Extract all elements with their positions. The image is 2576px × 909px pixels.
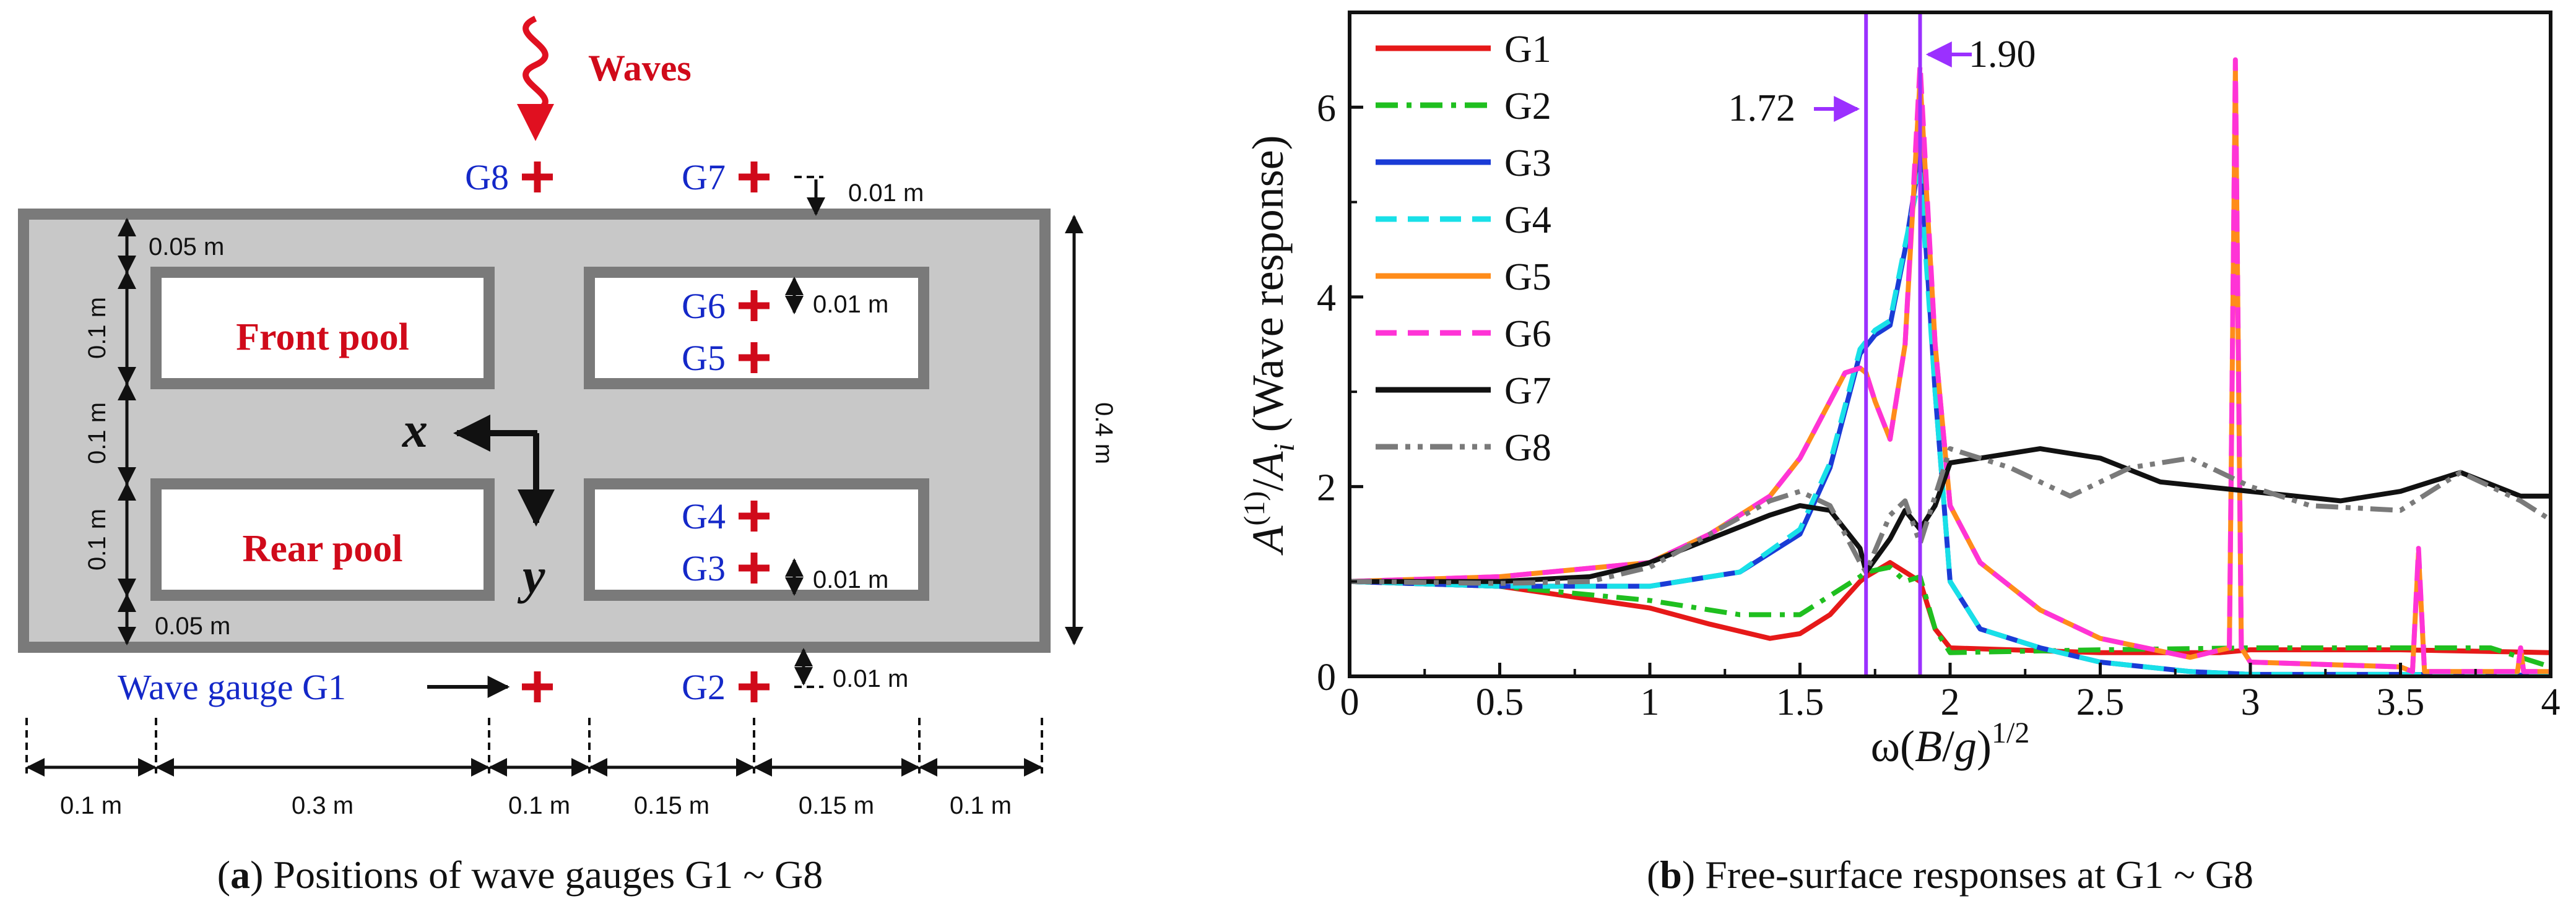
gauge-g4-marker xyxy=(739,501,770,532)
x-tick-label: 0 xyxy=(1340,681,1360,723)
dim-seg-3: 0.1 m xyxy=(508,792,570,819)
bottom-dimension-ticks xyxy=(25,718,1043,773)
gauge-g7-marker xyxy=(739,162,770,192)
panel-a-diagram: Front pool Rear pool x y Waves xyxy=(18,15,1117,897)
panel-a-letter: a xyxy=(230,853,250,897)
gauge-markers xyxy=(522,162,770,702)
gauge-g6-label: G6 xyxy=(682,286,726,326)
y-tick-label: 4 xyxy=(1317,277,1336,319)
waves-label: Waves xyxy=(588,48,692,88)
dim-g7-offset: 0.01 m xyxy=(848,179,924,207)
panel-a-caption-text: Positions of wave gauges G1 ~ G8 xyxy=(273,853,823,897)
legend-label-g6: G6 xyxy=(1504,313,1551,355)
series-line-g1 xyxy=(1350,560,2551,655)
front-pool-left xyxy=(150,267,495,389)
gauge-g8-marker xyxy=(522,162,553,192)
gauge-g3-marker xyxy=(739,553,770,584)
series-line-g6 xyxy=(1350,57,2551,674)
front-pool-label: Front pool xyxy=(236,316,409,358)
panel-b-letter: b xyxy=(1660,853,1682,897)
x-tick-label: 1.5 xyxy=(1776,681,1824,723)
panel-b-caption-text: Free-surface responses at G1 ~ G8 xyxy=(1705,853,2253,897)
dim-g6-offset: 0.01 m xyxy=(813,291,888,318)
gauge-g1-label: Wave gauge G1 xyxy=(118,667,346,707)
dim-right-total: 0.4 m xyxy=(1090,402,1117,464)
x-axis-label: ω(B/g)1/2 xyxy=(1871,717,2030,771)
gauge-g5-marker xyxy=(739,342,770,373)
series-line-g8 xyxy=(1350,446,2551,586)
rear-pool-label: Rear pool xyxy=(243,528,403,570)
x-tick-label: 2.5 xyxy=(2076,681,2125,723)
x-tick-label: 3 xyxy=(2241,681,2260,723)
legend: G1 G2 G3 G4 G5 G6 G7 G8 xyxy=(1376,28,1551,469)
y-tick-label: 2 xyxy=(1317,467,1336,509)
dim-g3-offset: 0.01 m xyxy=(813,566,888,593)
gauge-g7-label: G7 xyxy=(682,157,726,197)
dim-left-v3: 0.1 m xyxy=(84,509,111,571)
gauge-g8-label: G8 xyxy=(465,157,509,197)
x-tick-label: 3.5 xyxy=(2377,681,2425,723)
series-line-g2 xyxy=(1350,564,2551,670)
legend-label-g4: G4 xyxy=(1504,199,1551,241)
legend-label-g3: G3 xyxy=(1504,142,1551,184)
dim-bottom-gap: 0.05 m xyxy=(155,613,230,640)
y-tick-label: 6 xyxy=(1317,87,1336,129)
gauge-g4-label: G4 xyxy=(682,496,726,536)
x-tick-label: 0.5 xyxy=(1476,681,1524,723)
dim-seg-5: 0.15 m xyxy=(799,792,874,819)
legend-label-g7: G7 xyxy=(1504,370,1551,412)
dim-g2-offset: 0.01 m xyxy=(833,665,908,692)
panel-b-caption: (b) Free-surface responses at G1 ~ G8 xyxy=(1647,853,2253,897)
annotation-190: 1.90 xyxy=(1969,33,2036,75)
dim-seg-1: 0.1 m xyxy=(60,792,122,819)
x-tick-label: 4 xyxy=(2541,681,2561,723)
gauge-g3-label: G3 xyxy=(682,548,726,588)
legend-label-g8: G8 xyxy=(1504,427,1551,469)
x-tick-label: 2 xyxy=(1941,681,1960,723)
gauge-g6-marker xyxy=(739,290,770,321)
gauge-g5-label: G5 xyxy=(682,338,726,378)
dim-seg-6: 0.1 m xyxy=(950,792,1012,819)
rear-pool-right xyxy=(584,478,929,601)
y-tick-label: 0 xyxy=(1317,657,1336,699)
panel-a-caption: (a) Positions of wave gauges G1 ~ G8 xyxy=(217,853,823,897)
series-line-g4 xyxy=(1350,171,2551,676)
x-tick-label: 1 xyxy=(1641,681,1660,723)
annotation-172: 1.72 xyxy=(1728,87,1796,129)
ticks-layer: 0 0.5 1 1.5 2 2.5 3 3.5 4 0 2 4 6 xyxy=(1317,11,2561,723)
legend-label-g1: G1 xyxy=(1504,28,1551,71)
dim-left-v1: 0.1 m xyxy=(84,297,111,359)
coordinate-axes: x y xyxy=(402,402,555,604)
axis-x-label: x xyxy=(402,402,428,458)
dim-seg-4: 0.15 m xyxy=(634,792,709,819)
dim-top-gap: 0.05 m xyxy=(149,233,224,261)
rear-pool-left xyxy=(150,478,495,601)
waves-arrow-icon: Waves xyxy=(517,15,692,141)
vertical-lines-layer xyxy=(1864,12,1922,676)
dim-left-v2: 0.1 m xyxy=(84,402,111,464)
legend-label-g2: G2 xyxy=(1504,85,1551,127)
gauge-g2-marker xyxy=(739,671,770,702)
dim-seg-2: 0.3 m xyxy=(292,792,353,819)
y-axis-label: A(1)/Ai (Wave response) xyxy=(1238,135,1301,555)
legend-label-g5: G5 xyxy=(1504,256,1551,298)
gauge-g1-marker xyxy=(522,671,553,702)
panel-b-chart: 0 0.5 1 1.5 2 2.5 3 3.5 4 0 2 4 6 1.72 1.90 ω(B/g)1/… xyxy=(1238,11,2561,897)
gauge-g2-label: G2 xyxy=(682,667,726,707)
